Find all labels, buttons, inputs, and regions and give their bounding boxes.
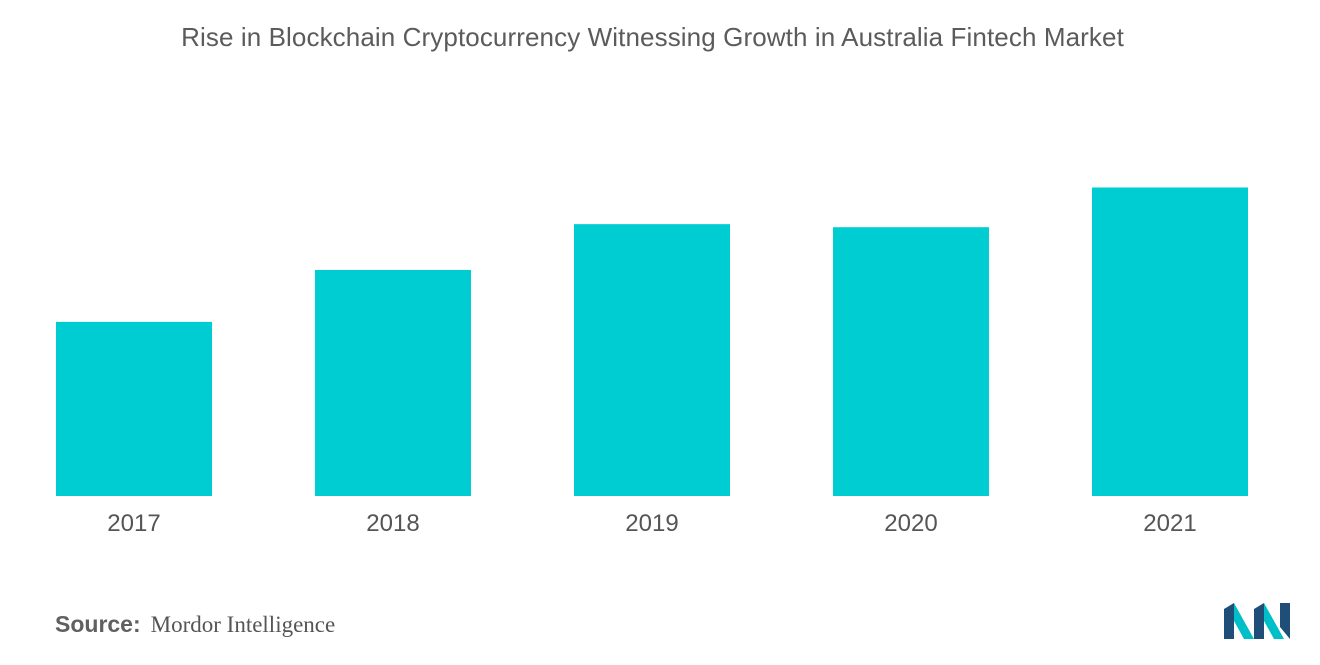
bar-2018 (315, 269, 471, 496)
bar-2020 (833, 227, 989, 496)
logo-left-diagonal (1234, 603, 1254, 639)
source-label: Source: (55, 611, 141, 637)
x-tick-label-2020: 2020 (884, 510, 937, 537)
bar-2021 (1092, 187, 1248, 496)
logo-right-stroke (1280, 603, 1290, 639)
chart-title: Rise in Blockchain Cryptocurrency Witnes… (181, 22, 1124, 52)
logo-left-stroke (1224, 603, 1234, 639)
x-tick-labels: 2017 2018 2019 2020 2021 (107, 510, 1196, 537)
source-name: Mordor Intelligence (150, 612, 336, 637)
bars-group (56, 187, 1248, 497)
mordor-intelligence-logo-icon (1224, 603, 1290, 639)
x-tick-label-2018: 2018 (366, 510, 419, 537)
logo-middle-stroke (1254, 603, 1264, 639)
bar-2019 (574, 224, 730, 497)
x-tick-label-2021: 2021 (1143, 510, 1196, 537)
x-tick-label-2017: 2017 (107, 510, 160, 537)
bar-chart: 2017 2018 2019 2020 2021 (56, 187, 1248, 537)
logo-right-diagonal (1264, 603, 1284, 639)
x-tick-label-2019: 2019 (625, 510, 678, 537)
bar-2017 (56, 321, 212, 496)
source-line: Source: Mordor Intelligence (55, 611, 335, 638)
